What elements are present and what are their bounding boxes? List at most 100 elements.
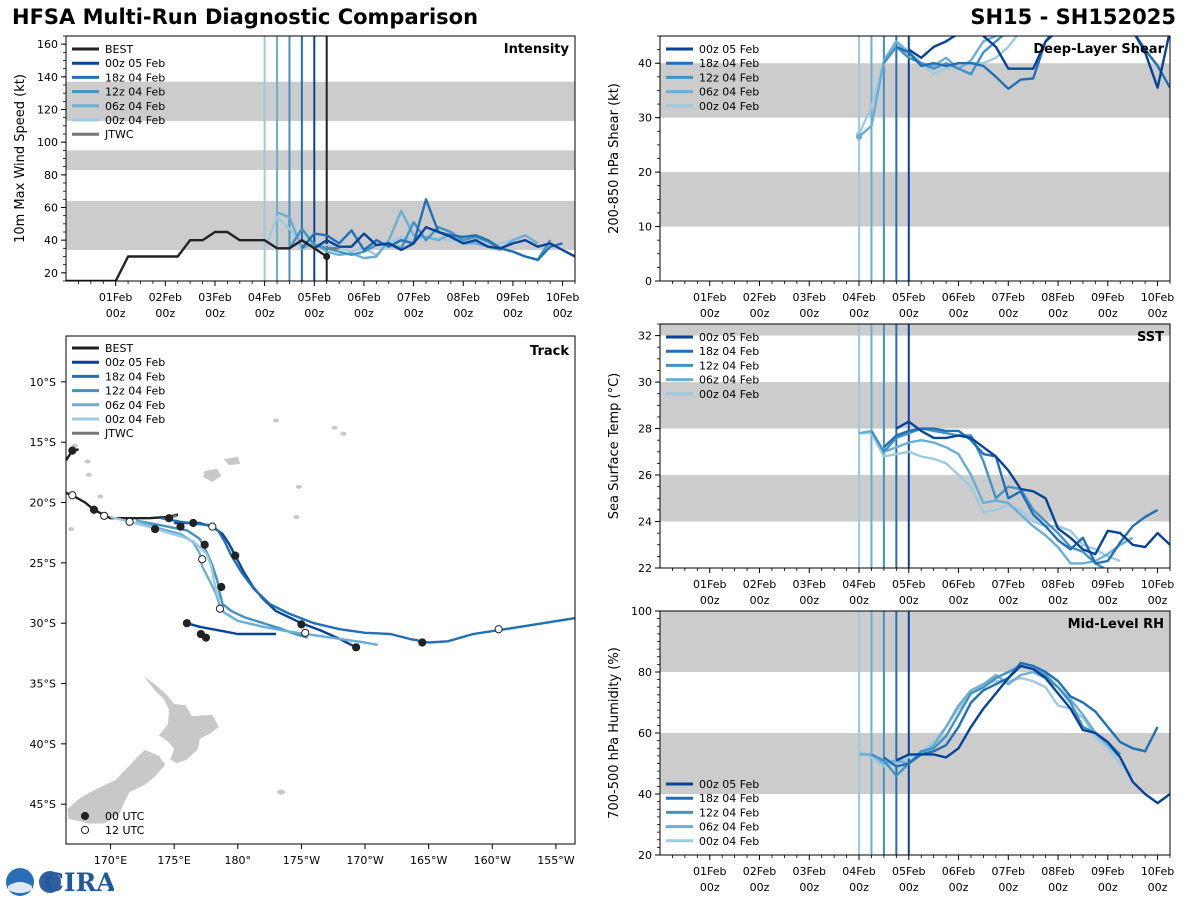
track-marker-00utc xyxy=(418,638,427,647)
track-marker-00utc xyxy=(352,643,361,652)
rh-panel-title: Mid-Level RH xyxy=(1068,617,1164,632)
intensity-ytick-label: 100 xyxy=(37,136,58,149)
shear-xtick-day: 09Feb xyxy=(1091,291,1124,304)
shear-ytick-label: 30 xyxy=(638,112,652,125)
rh-legend-label: 00z 05 Feb xyxy=(699,778,759,791)
shear-xtick-hour: 00z xyxy=(998,307,1018,320)
track-ytick-label: 30°S xyxy=(30,617,56,630)
track-marker-00utc xyxy=(200,540,209,549)
shear-xtick-hour: 00z xyxy=(949,307,969,320)
sst-xtick-day: 09Feb xyxy=(1091,578,1124,591)
track-ytick-label: 35°S xyxy=(30,678,56,691)
sst-xtick-day: 05Feb xyxy=(892,578,925,591)
shear-series-00z-05-feb xyxy=(908,36,1170,89)
south-island-land xyxy=(67,749,166,824)
rh-series-00z-04-feb xyxy=(858,676,1134,777)
shear-band-0 xyxy=(660,172,1170,227)
sst-xtick-day: 08Feb xyxy=(1041,578,1074,591)
intensity-xtick-hour: 00z xyxy=(255,307,275,320)
intensity-xtick-hour: 00z xyxy=(404,307,424,320)
track-ytick-label: 25°S xyxy=(30,557,56,570)
intensity-xtick-day: 01Feb xyxy=(99,291,132,304)
rh-legend-label: 06z 04 Feb xyxy=(699,821,759,834)
chatham-island-land xyxy=(277,789,286,795)
shear-xtick-hour: 00z xyxy=(899,307,919,320)
intensity-best-marker xyxy=(323,253,331,260)
sst-xtick-hour: 00z xyxy=(799,594,819,607)
rh-xtick-hour: 00z xyxy=(1148,881,1168,894)
sst-panel: 22 24 26 28 30 32 01Feb 00z 02Feb 00z 03Feb 00z 04Fe… xyxy=(607,323,1174,607)
shear-series-18z-04-feb xyxy=(895,36,1170,91)
intensity-xtick-day: 07Feb xyxy=(397,291,430,304)
shear-xtick-day: 06Feb xyxy=(942,291,975,304)
rh-legend-label: 12z 04 Feb xyxy=(699,806,759,819)
track-marker-12utc xyxy=(208,522,217,531)
rh-xtick-day: 09Feb xyxy=(1091,865,1124,878)
track-marker-legend-swatch xyxy=(80,825,90,835)
rh-xtick-day: 01Feb xyxy=(693,865,726,878)
sst-legend-label: 06z 04 Feb xyxy=(699,374,759,387)
shear-xtick-day: 02Feb xyxy=(743,291,776,304)
intensity-legend-label: 18z 04 Feb xyxy=(105,71,165,84)
rh-series-18z-04-feb xyxy=(883,661,1159,768)
track-legend-label: 00z 04 Feb xyxy=(105,413,165,426)
intensity-xtick-hour: 00z xyxy=(553,307,573,320)
sst-series-00z-05-feb xyxy=(895,420,1170,556)
rh-xtick-hour: 00z xyxy=(949,881,969,894)
sst-xtick-hour: 00z xyxy=(750,594,770,607)
track-ytick-label: 40°S xyxy=(30,738,56,751)
shear-series-12z-04-feb xyxy=(882,36,1004,76)
shear-legend-label: 06z 04 Feb xyxy=(699,86,759,99)
sst-ytick-label: 26 xyxy=(638,469,652,482)
fiji-island-land xyxy=(223,456,241,466)
rh-xtick-day: 03Feb xyxy=(793,865,826,878)
intensity-series-00z-05-feb xyxy=(313,225,575,258)
north-island-land xyxy=(143,676,219,764)
sst-xtick-hour: 00z xyxy=(949,594,969,607)
intensity-xtick-hour: 00z xyxy=(106,307,126,320)
rh-xtick-day: 04Feb xyxy=(842,865,875,878)
shear-xtick-day: 03Feb xyxy=(793,291,826,304)
intensity-series-best xyxy=(66,230,328,281)
intensity-xtick-day: 03Feb xyxy=(198,291,231,304)
track-marker-00utc xyxy=(189,518,198,528)
sst-xtick-day: 06Feb xyxy=(942,578,975,591)
track-ytick-label: 20°S xyxy=(30,497,56,510)
sst-band-1 xyxy=(660,382,1170,429)
intensity-ytick-label: 140 xyxy=(37,71,58,84)
rh-xtick-hour: 00z xyxy=(1048,881,1068,894)
small-island-land xyxy=(84,459,91,464)
sst-xtick-hour: 00z xyxy=(849,594,869,607)
sst-xtick-hour: 00z xyxy=(899,594,919,607)
rh-ytick-label: 60 xyxy=(638,727,652,740)
intensity-panel: 20 40 60 80 100 120 140 160 01Feb 00z 02Feb 00z 03Fe… xyxy=(13,35,579,320)
intensity-xtick-hour: 00z xyxy=(503,307,523,320)
track-series-06z-04-feb xyxy=(135,519,379,647)
track-marker-12utc xyxy=(215,604,225,613)
sst-xtick-hour: 00z xyxy=(1048,594,1068,607)
track-ytick-label: 45°S xyxy=(30,798,56,811)
track-marker-00utc xyxy=(231,551,240,560)
shear-panel: 0 10 20 30 40 01Feb 00z 02Feb 00z 03Feb 00z 04Feb 00… xyxy=(607,35,1174,320)
sst-xtick-day: 07Feb xyxy=(992,578,1025,591)
track-marker-00utc xyxy=(150,524,160,534)
sst-band-2 xyxy=(660,324,1170,336)
shear-legend-label: 00z 04 Feb xyxy=(699,100,759,113)
rh-xtick-day: 06Feb xyxy=(942,865,975,878)
rh-legend-label: 18z 04 Feb xyxy=(699,792,759,805)
track-series-18z-04-feb xyxy=(161,517,575,644)
rh-xtick-hour: 00z xyxy=(799,881,819,894)
track-frame xyxy=(65,335,576,845)
small-island-land xyxy=(295,484,302,489)
rh-series-00z-05-feb xyxy=(895,664,1170,805)
rh-xtick-hour: 00z xyxy=(998,881,1018,894)
rh-ytick-label: 100 xyxy=(631,605,652,618)
sst-frame xyxy=(659,323,1171,569)
track-legend-label: 00z 05 Feb xyxy=(105,356,165,369)
shear-ytick-label: 20 xyxy=(638,166,652,179)
intensity-series-18z-04-feb xyxy=(300,198,563,261)
intensity-band-1 xyxy=(66,150,575,170)
shear-xtick-hour: 00z xyxy=(799,307,819,320)
shear-xtick-day: 05Feb xyxy=(892,291,925,304)
rh-xtick-day: 05Feb xyxy=(892,865,925,878)
